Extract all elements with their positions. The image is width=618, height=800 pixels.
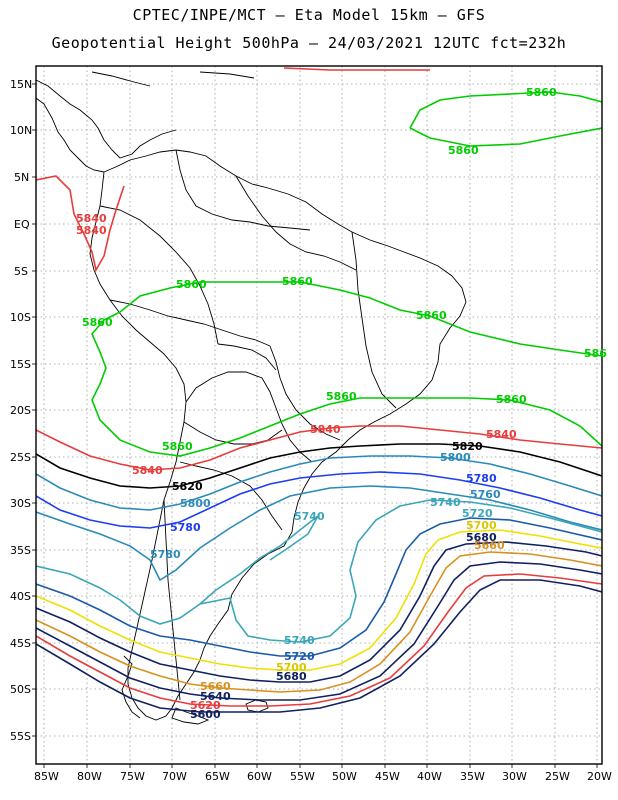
lon-label: 25W <box>545 770 570 783</box>
contour-5860-north <box>409 91 602 129</box>
contour-label: 5840 <box>486 428 517 441</box>
contour-5740-b <box>199 515 319 605</box>
contour-label: 586 <box>584 347 607 360</box>
contour-label: 5860 <box>496 393 527 406</box>
chart-title-line1: CPTEC/INPE/MCT – Eta Model 15km – GFS <box>132 6 486 24</box>
contour-label: 5840 <box>76 224 107 237</box>
contour-5840-top <box>283 67 430 71</box>
contour-label: 5860 <box>162 440 193 453</box>
contour-label: 5740 <box>430 496 461 509</box>
contour-label: 5860 <box>416 309 447 322</box>
contour-label: 5680 <box>276 670 307 683</box>
contour-label: 5700 <box>276 661 307 674</box>
contour-5680 <box>36 541 602 683</box>
lat-label: 45S <box>10 637 31 650</box>
contour-label: 5760 <box>470 488 501 501</box>
contour-label: 5720 <box>284 650 315 663</box>
contour-5700 <box>36 529 602 671</box>
lon-label: 85W <box>34 770 59 783</box>
contour-label: 5720 <box>462 507 493 520</box>
contour-label: 5820 <box>452 440 483 453</box>
lon-label: 20W <box>587 770 612 783</box>
contour-5840 <box>36 425 602 471</box>
contour-label: 5860 <box>82 316 113 329</box>
contour-label: 5800 <box>440 451 471 464</box>
contour-label: 5860 <box>326 390 357 403</box>
contour-label: 5620 <box>190 699 221 712</box>
lon-label: 30W <box>502 770 527 783</box>
lat-label: EQ <box>14 218 30 231</box>
lat-label: 10S <box>10 311 31 324</box>
lat-label: 50S <box>10 683 31 696</box>
contour-label: 5660 <box>474 539 505 552</box>
contour-5860-south <box>119 281 602 357</box>
lat-label: 10N <box>10 124 32 137</box>
contour-label: 5660 <box>200 680 231 693</box>
contour-label: 5780 <box>466 472 497 485</box>
contour-label: 5840 <box>76 212 107 225</box>
contour-5840-north <box>36 175 125 273</box>
lat-label: 5N <box>14 171 29 184</box>
lon-label: 80W <box>77 770 102 783</box>
contour-label: 5840 <box>310 423 341 436</box>
contour-5800 <box>36 455 602 511</box>
contour-5660 <box>36 551 602 693</box>
lat-label: 40S <box>10 590 31 603</box>
lon-label: 75W <box>120 770 145 783</box>
lat-label: 35S <box>10 544 31 557</box>
lat-label: 5S <box>14 265 28 278</box>
contour-label: 5860 <box>176 278 207 291</box>
contour-5720 <box>36 517 602 657</box>
graticule <box>32 66 602 768</box>
lon-label: 60W <box>247 770 272 783</box>
lat-label: 15S <box>10 358 31 371</box>
contour-label: 5740 <box>284 634 315 647</box>
lat-label: 15N <box>10 78 32 91</box>
contour-5760 <box>36 485 602 582</box>
chart-title-line2: Geopotential Height 500hPa – 24/03/2021 … <box>51 34 567 52</box>
contour-5860-north-b <box>409 127 602 147</box>
lon-label: 65W <box>205 770 230 783</box>
contour-label: 5840 <box>132 464 163 477</box>
lon-label: 35W <box>460 770 485 783</box>
contour-label: 5820 <box>172 480 203 493</box>
contour-label: 5780 <box>150 548 181 561</box>
lon-label: 45W <box>375 770 400 783</box>
contour-label: 5860 <box>448 144 479 157</box>
lat-label: 55S <box>10 730 31 743</box>
contour-label: 5680 <box>466 531 497 544</box>
plot-frame <box>35 65 603 765</box>
lat-label: 20S <box>10 404 31 417</box>
contour-label: 5740 <box>294 510 325 523</box>
contour-5640 <box>36 561 602 701</box>
contour-label: 5860 <box>282 275 313 288</box>
lon-labels: 85W 80W 75W 70W 65W 60W 55W 50W 45W 40W … <box>34 770 612 783</box>
lon-label: 55W <box>290 770 315 783</box>
lon-label: 40W <box>417 770 442 783</box>
contour-5600 <box>36 579 602 713</box>
contour-label: 5640 <box>200 690 231 703</box>
contour-5780 <box>36 471 602 529</box>
contour-labels: 5860 5860 5860 5860 5860 5860 586 5860 5… <box>76 86 607 721</box>
contour-5820 <box>36 443 602 489</box>
contour-label: 5780 <box>170 521 201 534</box>
contour-5620 <box>36 573 602 707</box>
contour-label: 5800 <box>180 497 211 510</box>
lat-label: 30S <box>10 497 31 510</box>
lat-labels: 15N 10N 5N EQ 5S 10S 15S 20S 25S 30S 35S… <box>10 78 32 743</box>
lon-label: 50W <box>332 770 357 783</box>
contour-label: 5860 <box>526 86 557 99</box>
contour-label: 5700 <box>466 519 497 532</box>
contour-label: 5600 <box>190 708 221 721</box>
contour-5860-loop <box>91 311 602 457</box>
lat-label: 25S <box>10 451 31 464</box>
contour-5740 <box>36 499 602 643</box>
contour-lines <box>36 67 602 713</box>
lon-label: 70W <box>162 770 187 783</box>
